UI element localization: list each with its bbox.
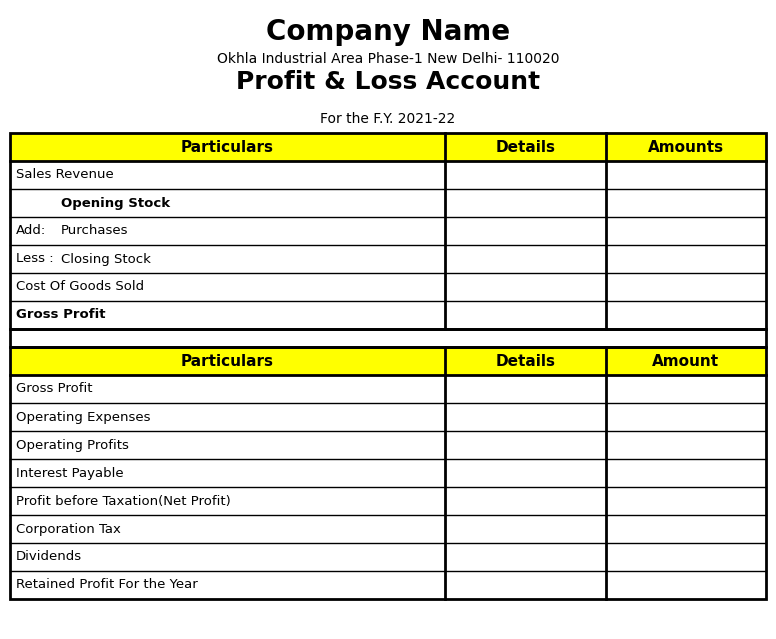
Text: Corporation Tax: Corporation Tax	[16, 523, 121, 535]
Text: Gross Profit: Gross Profit	[16, 383, 92, 396]
Text: Profit & Loss Account: Profit & Loss Account	[236, 70, 540, 94]
Text: Profit before Taxation(Net Profit): Profit before Taxation(Net Profit)	[16, 495, 230, 507]
Bar	[10, 133, 766, 161]
Text: For the F.Y. 2021-22: For the F.Y. 2021-22	[320, 112, 456, 126]
Text: Cost Of Goods Sold: Cost Of Goods Sold	[16, 281, 144, 293]
Text: Particulars: Particulars	[181, 139, 274, 155]
Text: Dividends: Dividends	[16, 551, 82, 564]
Text: Amounts: Amounts	[648, 139, 724, 155]
Bar	[10, 133, 766, 329]
Text: Add:: Add:	[16, 224, 47, 238]
Text: Operating Expenses: Operating Expenses	[16, 410, 151, 424]
Text: Company Name: Company Name	[266, 18, 510, 46]
Bar	[10, 347, 766, 599]
Text: Sales Revenue: Sales Revenue	[16, 169, 114, 181]
Text: Gross Profit: Gross Profit	[16, 309, 106, 321]
Text: Closing Stock: Closing Stock	[61, 252, 151, 265]
Text: Operating Profits: Operating Profits	[16, 438, 129, 452]
Bar	[10, 347, 766, 375]
Text: Less :: Less :	[16, 252, 54, 265]
Bar	[10, 329, 766, 347]
Text: Details: Details	[495, 353, 555, 369]
Text: Okhla Industrial Area Phase-1 New Delhi- 110020: Okhla Industrial Area Phase-1 New Delhi-…	[217, 52, 559, 66]
Text: Amount: Amount	[653, 353, 719, 369]
Text: Purchases: Purchases	[61, 224, 129, 238]
Text: Interest Payable: Interest Payable	[16, 466, 123, 479]
Text: Details: Details	[495, 139, 555, 155]
Text: Retained Profit For the Year: Retained Profit For the Year	[16, 578, 198, 592]
Text: Opening Stock: Opening Stock	[61, 197, 170, 210]
Text: Particulars: Particulars	[181, 353, 274, 369]
